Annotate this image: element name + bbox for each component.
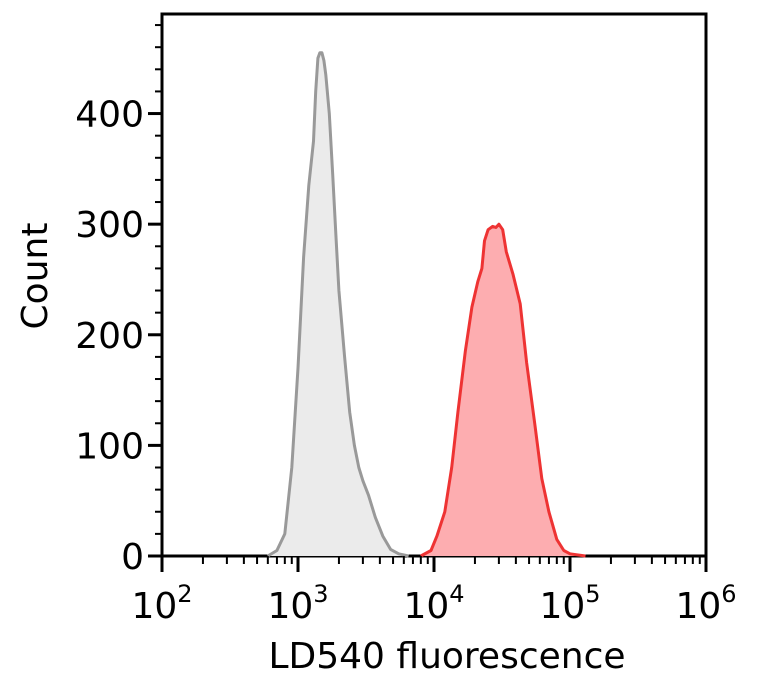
- y-tick-label-1: 100: [75, 426, 144, 467]
- x-tick-exponent-1: 3: [313, 580, 328, 608]
- y-axis: 0 100 200 300 400: [75, 24, 162, 578]
- x-tick-exponent-3: 5: [585, 580, 600, 608]
- y-tick-label-0: 0: [121, 537, 144, 578]
- y-tick-label-4: 400: [75, 95, 144, 136]
- x-tick-base-3: 10: [539, 586, 585, 627]
- series-layer: [267, 51, 586, 558]
- y-axis-title: Count: [15, 223, 56, 330]
- x-tick-base-1: 10: [267, 586, 313, 627]
- series-1-area: [420, 224, 586, 556]
- series-0-area: [267, 52, 409, 556]
- y-tick-label-3: 300: [75, 205, 144, 246]
- x-tick-label-2: 104: [403, 580, 464, 627]
- y-tick-label-2: 200: [75, 316, 144, 357]
- x-tick-exponent-2: 4: [449, 580, 464, 608]
- series-1-line: [420, 222, 586, 558]
- x-tick-label-1: 103: [267, 580, 328, 627]
- plot-area: [160, 12, 708, 558]
- plot-frame: [160, 12, 708, 558]
- x-axis-title: LD540 fluorescence: [268, 636, 625, 677]
- x-tick-label-4: 106: [675, 580, 736, 627]
- x-tick-label-0: 102: [131, 580, 192, 627]
- x-tick-base-2: 10: [403, 586, 449, 627]
- x-axis: 102 103 104 105 106: [131, 556, 737, 627]
- series-0-line: [267, 51, 409, 558]
- x-tick-label-3: 105: [539, 580, 600, 627]
- x-tick-exponent-0: 2: [177, 580, 192, 608]
- x-tick-base-0: 10: [131, 586, 177, 627]
- x-tick-base-4: 10: [675, 586, 721, 627]
- x-tick-exponent-4: 6: [721, 580, 736, 608]
